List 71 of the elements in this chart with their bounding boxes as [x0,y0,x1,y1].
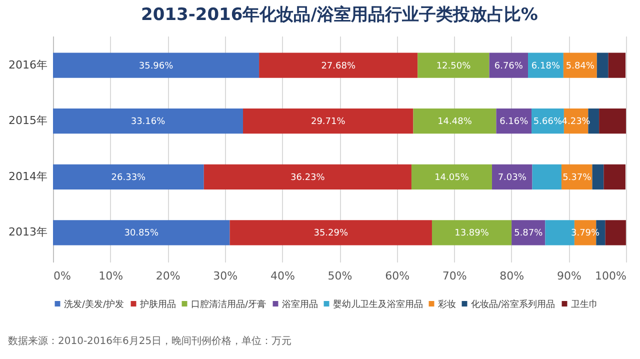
bar [599,108,626,134]
data-label: 13.89% [454,228,490,239]
bar [512,220,546,246]
x-tick-label: 30% [213,270,238,282]
data-label: 6.16% [500,117,529,128]
bar [411,164,492,190]
bar [413,108,496,134]
bar [259,52,418,78]
bar [489,52,528,78]
bar [596,52,608,78]
data-label: 33.16% [130,117,166,128]
chart-title: 2013-2016年化妆品/浴室用品行业子类投放占比% [141,5,538,25]
bar [608,52,626,78]
y-tick-label: 2015年 [8,114,48,128]
x-tick-label: 10% [98,270,124,282]
bar [53,164,204,190]
legend-label: 化妆品/浴室系列用品 [471,298,556,310]
bar [605,220,626,246]
bar [432,220,512,246]
data-label: 14.48% [438,117,472,128]
legend-label: 护肤用品 [139,298,176,310]
x-tick-label: 50% [328,270,352,282]
bar [588,108,600,134]
bar [230,220,432,246]
data-label: 36.23% [290,172,326,183]
x-tick-label: 40% [270,270,295,282]
bar [532,164,562,190]
x-tick-label: 0% [54,270,71,282]
data-label: 26.33% [111,172,146,183]
y-tick-label: 2013年 [8,226,48,239]
x-tick-label: 100% [595,270,626,282]
source-note: 数据来源：2010-2016年6月25日，晚间刊例价格，单位：万元 [8,334,292,348]
legend-label: 洗发/美发/护发 [64,298,124,310]
bar [528,52,564,78]
legend-label: 口腔清洁用品/牙膏 [191,298,266,310]
bar [563,52,597,78]
bar [204,164,412,190]
y-tick-label: 2014年 [8,170,48,183]
data-label: 29.71% [310,117,346,128]
bar [53,52,260,78]
legend-label: 浴室用品 [282,298,318,310]
data-label: 6.18% [531,61,560,72]
bar [592,164,604,190]
data-label: 6.76% [494,61,524,72]
x-tick-label: 70% [442,270,467,282]
data-label: 30.85% [124,228,159,239]
bar [243,108,414,134]
bar [496,108,532,134]
bar [604,164,626,190]
data-label: 5.84% [566,61,595,72]
data-label: 14.05% [434,172,470,183]
data-label: 5.87% [514,228,544,239]
data-label: 7.03% [498,172,527,183]
bar [418,52,490,78]
legend-label: 婴幼儿卫生及浴室用品 [333,298,423,310]
legend-label: 卫生巾 [571,298,598,310]
y-tick-label: 2016年 [8,58,48,72]
data-label: 35.96% [138,61,174,72]
x-tick-label: 20% [156,270,180,282]
legend-label: 彩妆 [438,298,456,310]
data-label: 5.66% [533,117,562,128]
x-tick-label: 80% [500,270,524,282]
data-label: 5.37% [562,172,592,183]
bar [53,220,230,246]
data-label: 12.50% [436,61,472,72]
data-label: 27.68% [321,61,356,72]
bar [492,164,532,190]
x-tick-label: 90% [556,270,582,282]
data-label: 35.29% [314,228,348,239]
bar [53,108,244,134]
x-tick-label: 60% [385,270,410,282]
